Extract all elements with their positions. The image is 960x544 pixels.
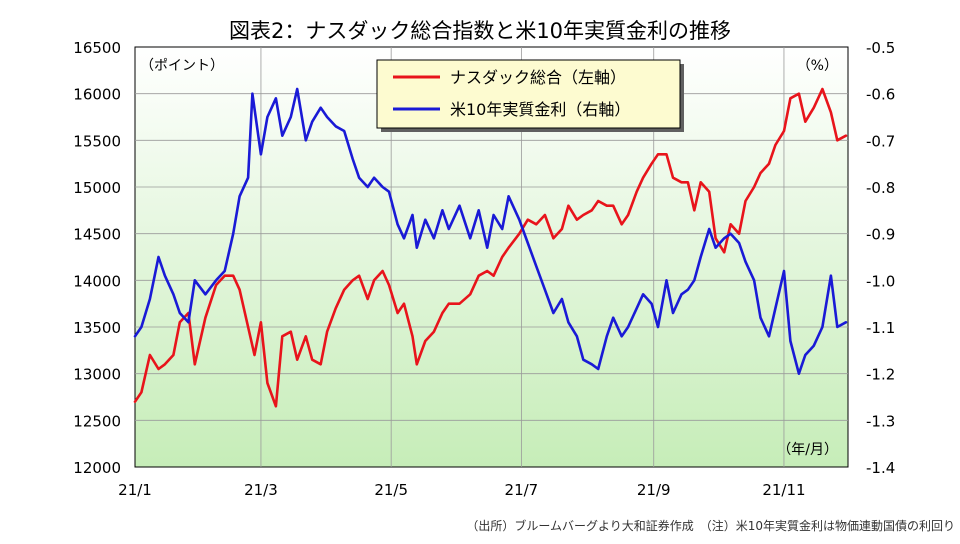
right-tick-label: -1.3 <box>866 412 895 430</box>
right-tick-label: -0.6 <box>866 86 895 104</box>
left-tick-label: 13500 <box>73 319 121 337</box>
x-axis-unit: （年/月） <box>777 442 838 458</box>
left-tick-label: 14500 <box>73 226 121 244</box>
left-tick-label: 12000 <box>73 459 121 477</box>
right-tick-label: -1.1 <box>866 319 895 337</box>
left-tick-label: 16000 <box>73 86 121 104</box>
x-tick-label: 21/9 <box>637 481 671 499</box>
axis-ticks: 12000 12500 13000 13500 14000 14500 15000 15500… <box>73 39 895 499</box>
right-tick-label: -1.4 <box>866 459 895 477</box>
left-tick-label: 13000 <box>73 366 121 384</box>
legend-label-nasdaq: ナスダック総合（左軸） <box>450 68 626 87</box>
right-tick-label: -0.7 <box>866 132 895 150</box>
left-axis-unit: （ポイント） <box>140 58 224 74</box>
legend-box <box>376 59 681 129</box>
chart-title: 図表2：ナスダック総合指数と米10年実質金利の推移 <box>229 19 731 43</box>
series-line-real-yield <box>133 87 848 376</box>
right-tick-label: -0.5 <box>866 39 895 57</box>
x-tick-label: 21/3 <box>244 481 278 499</box>
x-tick-label: 21/5 <box>374 481 408 499</box>
x-tick-label: 21/7 <box>505 481 539 499</box>
source-note: （出所）ブルームバーグより大和証券作成 （注）米10年実質金利は物価連動国債の利… <box>466 518 955 533</box>
left-tick-label: 12500 <box>73 412 121 430</box>
left-tick-label: 14000 <box>73 272 121 290</box>
right-axis-unit: （%） <box>797 58 838 74</box>
x-tick-label: 21/1 <box>118 481 152 499</box>
left-tick-label: 16500 <box>73 39 121 57</box>
legend-label-real-yield: 米10年実質金利（右軸） <box>450 100 630 119</box>
left-tick-label: 15000 <box>73 179 121 197</box>
right-tick-label: -1.2 <box>866 366 895 384</box>
legend: ナスダック総合（左軸） 米10年実質金利（右軸） <box>376 59 684 132</box>
series-lines <box>133 87 848 408</box>
left-tick-label: 15500 <box>73 132 121 150</box>
right-tick-label: -0.8 <box>866 179 895 197</box>
right-tick-label: -0.9 <box>866 226 895 244</box>
x-tick-label: 21/11 <box>762 481 805 499</box>
right-tick-label: -1.0 <box>866 272 895 290</box>
